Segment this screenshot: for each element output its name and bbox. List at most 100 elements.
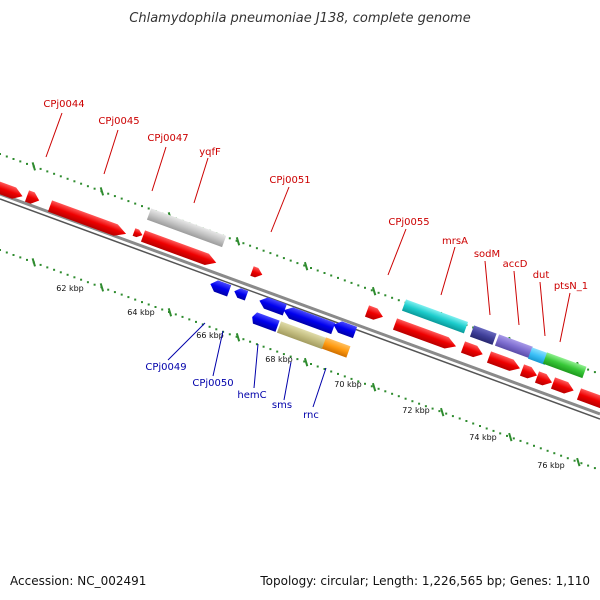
minor-tick <box>12 254 15 256</box>
gene-CPj0045[interactable] <box>47 200 128 239</box>
major-tick <box>303 261 309 271</box>
major-tick <box>167 308 173 317</box>
minor-tick <box>391 296 394 299</box>
minor-tick <box>316 269 319 272</box>
minor-tick <box>66 177 69 180</box>
reverse-gene-labels: CPj0049 CPj0050 hemC sms rnc <box>145 322 327 421</box>
minor-tick <box>161 308 164 311</box>
gene-label[interactable]: mrsA <box>442 236 468 247</box>
minor-tick <box>134 202 137 205</box>
minor-tick <box>228 237 231 240</box>
major-tick <box>576 457 581 467</box>
gene-label[interactable]: CPj0055 <box>388 217 429 228</box>
gene-label[interactable]: CPj0050 <box>192 378 233 389</box>
minor-tick <box>249 244 252 247</box>
minor-tick <box>397 395 400 398</box>
gene-CPj0047[interactable] <box>140 230 218 268</box>
minor-tick <box>195 320 197 323</box>
scale-labels: 62 kbp 64 kbp 66 kbp 68 kbp 70 kbp 72 kb… <box>56 284 565 470</box>
gene-dut[interactable] <box>534 371 554 388</box>
minor-tick <box>472 422 475 425</box>
gene-label[interactable]: accD <box>503 259 528 270</box>
gene-label[interactable]: CPj0047 <box>147 133 188 144</box>
major-tick <box>31 258 36 267</box>
gene-label[interactable]: CPj0044 <box>43 99 84 110</box>
genome-summary-text: Topology: circular; Length: 1,226,565 bp… <box>259 574 590 588</box>
gene-offscreen-red[interactable] <box>576 388 600 412</box>
gene-blue-c[interactable] <box>331 319 358 339</box>
gene-label[interactable]: CPj0049 <box>145 362 186 373</box>
gene-label[interactable]: dut <box>533 270 550 281</box>
gene-label[interactable]: rnc <box>303 410 319 421</box>
minor-tick <box>310 267 312 269</box>
minor-tick <box>255 247 258 250</box>
gene-cyan[interactable] <box>401 299 469 334</box>
minor-tick <box>377 387 380 390</box>
gene-small-red[interactable] <box>24 190 41 206</box>
minor-tick <box>39 263 42 266</box>
minor-tick <box>269 252 272 255</box>
gene-yqfF[interactable] <box>146 208 227 248</box>
gene-label[interactable]: sms <box>272 400 292 411</box>
gene-CPj0051[interactable] <box>250 266 264 279</box>
lower-tick-row <box>0 249 596 470</box>
gene-blue-a[interactable] <box>257 295 287 316</box>
minor-tick <box>282 257 285 260</box>
gene-small-red[interactable] <box>460 341 485 359</box>
gene-label[interactable]: CPj0051 <box>269 175 310 186</box>
scale-label: 70 kbp <box>334 380 362 389</box>
minor-tick <box>127 200 130 203</box>
minor-tick <box>0 249 1 251</box>
minor-tick <box>249 340 252 343</box>
gene-label[interactable]: ptsN_1 <box>554 281 588 292</box>
minor-tick <box>134 298 137 301</box>
scale-label: 74 kbp <box>469 433 497 442</box>
gene-label[interactable]: CPj0045 <box>98 116 139 127</box>
minor-tick <box>228 333 231 336</box>
gene-label[interactable]: hemC <box>237 390 266 401</box>
map-title: Chlamydophila pneumoniae J138, complete … <box>129 11 470 26</box>
scale-label: 64 kbp <box>127 308 155 317</box>
gene-green[interactable] <box>542 352 587 379</box>
scale-label: 68 kbp <box>265 355 293 364</box>
minor-tick <box>174 313 177 316</box>
minor-tick <box>39 167 42 170</box>
minor-tick <box>141 301 143 304</box>
gene-slate[interactable] <box>494 334 533 359</box>
minor-tick <box>472 326 475 329</box>
minor-tick <box>276 254 279 257</box>
gene-navy[interactable] <box>469 325 497 345</box>
minor-tick <box>66 273 69 276</box>
minor-tick <box>215 328 218 331</box>
minor-tick <box>438 410 441 413</box>
gene-small-red[interactable] <box>132 228 144 239</box>
minor-tick <box>519 439 522 442</box>
gene-blue-b[interactable] <box>281 305 336 335</box>
minor-tick <box>154 306 157 308</box>
gene-label[interactable]: yqfF <box>199 147 221 158</box>
gene-skyblue[interactable] <box>527 347 549 365</box>
gene-CPj0050[interactable] <box>233 287 249 301</box>
gene-sodM[interactable] <box>486 351 522 374</box>
gene-sms[interactable] <box>276 321 327 350</box>
genome-backbone <box>0 192 600 420</box>
gene-accD[interactable] <box>519 364 539 381</box>
gene-rnc[interactable] <box>321 337 351 358</box>
minor-tick <box>451 415 454 418</box>
gene-hemC[interactable] <box>250 311 280 332</box>
gene-ptsN_1[interactable] <box>550 377 576 396</box>
minor-tick <box>147 303 150 306</box>
gene-mrsA[interactable] <box>392 318 458 352</box>
minor-tick <box>262 249 265 252</box>
major-tick <box>371 286 377 296</box>
gene-CPj0055[interactable] <box>364 305 385 322</box>
minor-tick <box>5 155 8 158</box>
gene-label[interactable]: sodM <box>474 249 500 260</box>
gene-CPj0044[interactable] <box>0 180 25 202</box>
minor-tick <box>445 412 448 415</box>
minor-tick <box>350 377 353 380</box>
minor-tick <box>512 437 515 440</box>
minor-tick <box>479 425 481 427</box>
gene-CPj0049[interactable] <box>208 278 232 297</box>
